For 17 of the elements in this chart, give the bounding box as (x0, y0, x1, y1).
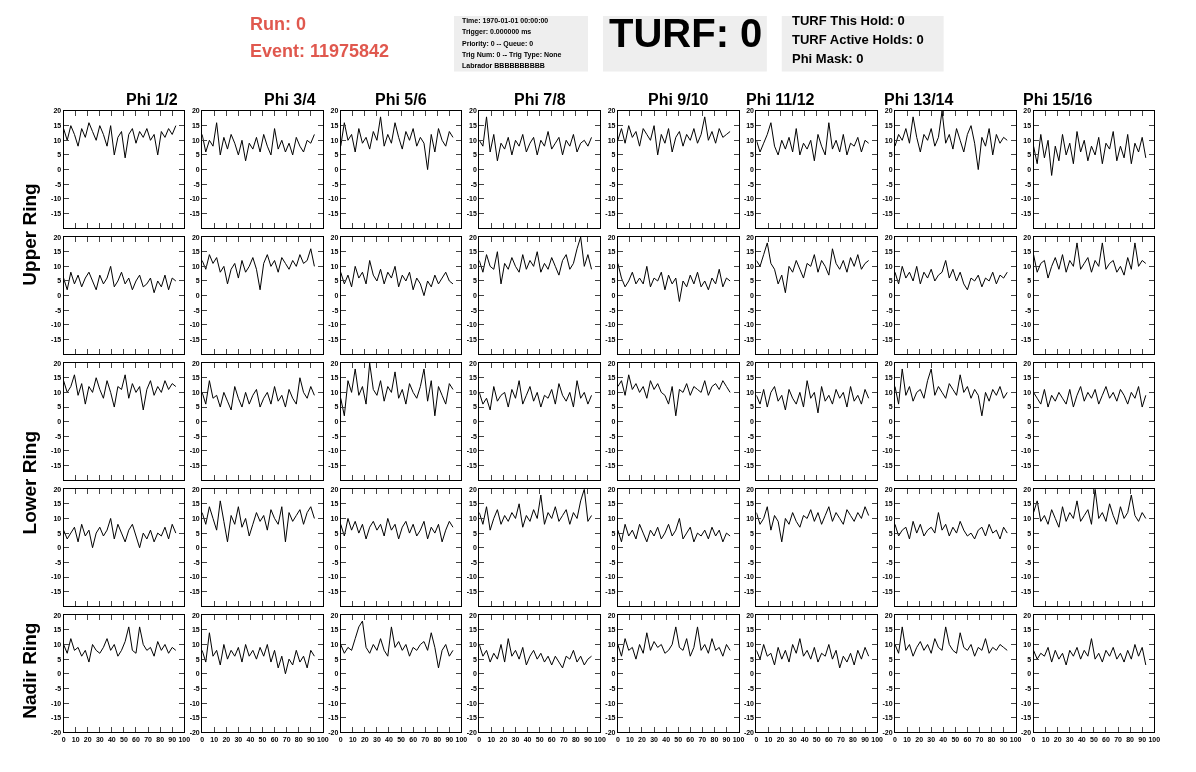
chart-title: Phi 11/12 (746, 91, 815, 108)
chart-title: Phi 9/10 (648, 91, 709, 108)
chart-title: Phi 1/2 (126, 91, 178, 108)
text: TURF Active Holds: 0 (792, 32, 924, 47)
text: Upper Ring (18, 183, 40, 286)
text: Nadir Ring (18, 622, 40, 719)
chart-title: Phi 5/6 (375, 91, 427, 108)
text: TURF This Hold: 0 (792, 13, 905, 28)
text: TURF: 0 (609, 11, 763, 55)
text: Run: 0 (250, 14, 306, 34)
chart-title: Phi 3/4 (264, 91, 316, 108)
chart-title: Phi 15/16 (1023, 91, 1093, 108)
chart-title: Phi 7/8 (514, 91, 566, 108)
text: Event: 11975842 (250, 41, 390, 61)
text: Lower Ring (19, 430, 41, 535)
chart-title: Phi 13/14 (884, 91, 954, 108)
text: Phi Mask: 0 (792, 51, 864, 66)
